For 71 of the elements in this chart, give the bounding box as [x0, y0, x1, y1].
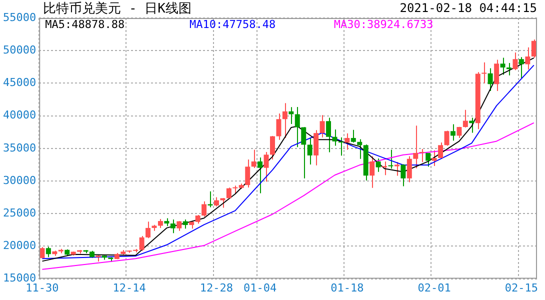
candlestick	[432, 150, 437, 167]
candlestick	[170, 218, 176, 234]
candlestick	[338, 136, 344, 156]
y-tick-label: 20000	[2, 239, 36, 252]
candlestick	[264, 152, 269, 182]
candlestick	[270, 136, 275, 160]
candlestick	[139, 236, 144, 252]
candlestick	[258, 157, 263, 194]
candlestick	[320, 114, 325, 138]
candlestick	[482, 62, 487, 84]
candlestick	[176, 220, 182, 232]
candlestick	[251, 149, 256, 168]
candlestick	[512, 52, 518, 71]
candlestick	[307, 137, 312, 166]
x-tick-label: 01-04	[243, 281, 277, 294]
candlestick	[376, 158, 381, 172]
candlestick	[444, 130, 450, 146]
candlestick	[344, 132, 350, 150]
candlestick	[394, 162, 400, 176]
candlestick	[214, 196, 219, 207]
y-tick-label: 25000	[2, 206, 36, 220]
candlestick	[506, 62, 512, 76]
candlestick	[426, 152, 431, 168]
candlestick	[245, 158, 250, 188]
candlestick	[406, 156, 412, 183]
candlestick	[413, 125, 418, 169]
candlestick	[326, 117, 331, 153]
candlestick	[46, 246, 51, 258]
candlestick	[382, 160, 388, 176]
candlestick	[488, 68, 493, 92]
text: 2021-02-18 04:44:15	[400, 1, 537, 16]
candlestick	[370, 156, 375, 188]
candlestick	[357, 138, 362, 160]
candlestick	[494, 59, 500, 92]
candlestick	[294, 106, 300, 148]
candlestick	[500, 57, 506, 76]
candlestick	[202, 200, 207, 218]
candlestick	[332, 128, 338, 146]
candlestick	[438, 142, 444, 160]
candlestick	[388, 149, 394, 170]
chart-title: 比特币兑美元 - 日K线图	[43, 0, 192, 16]
candlestick	[400, 164, 406, 187]
y-tick-label: 55000	[2, 10, 36, 24]
x-tick-label: 01-18	[330, 281, 364, 294]
y-tick-label: 40000	[2, 108, 36, 122]
candlestick	[314, 130, 319, 166]
candlestick	[182, 218, 188, 230]
x-tick-label: 12-14	[112, 281, 146, 294]
x-tick-label: 12-28	[200, 281, 234, 294]
candlestick	[301, 126, 306, 179]
x-tick-label: 02-01	[418, 281, 451, 294]
candlestick	[282, 102, 288, 138]
text: MA10:47758.48	[190, 18, 276, 31]
text: MA5:48878.88	[45, 18, 125, 31]
candlestick	[469, 117, 474, 134]
x-tick-label: 02-15	[504, 281, 538, 294]
candlestick	[419, 148, 424, 163]
candlestick	[350, 129, 356, 144]
y-tick-label: 35000	[2, 141, 36, 154]
candlestick	[525, 46, 530, 70]
y-tick-label: 50000	[2, 43, 36, 56]
candlestick	[450, 124, 456, 142]
y-tick-label: 30000	[2, 174, 36, 187]
candlestick	[208, 190, 213, 208]
y-tick-label: 45000	[2, 76, 36, 90]
candlestick	[220, 198, 226, 208]
candlestick	[146, 221, 151, 239]
candlestick	[462, 109, 468, 128]
candlestick	[276, 113, 282, 140]
candlestick	[518, 56, 524, 78]
text: MA30:38924.6733	[334, 18, 434, 31]
